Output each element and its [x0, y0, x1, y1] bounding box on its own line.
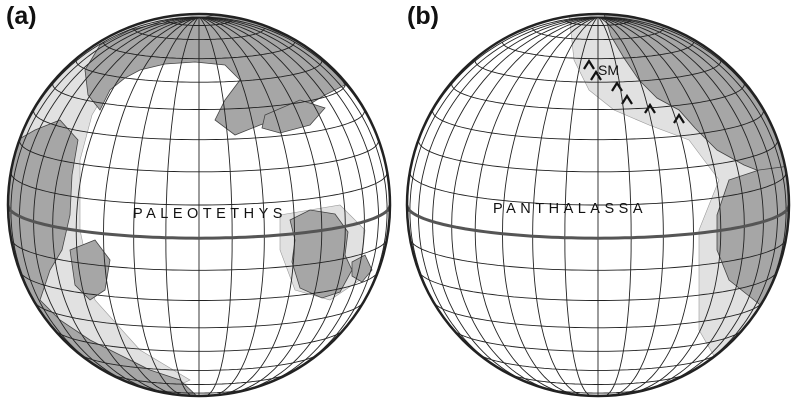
- parallel-line: [502, 42, 694, 60]
- meridian-line: [597, 16, 764, 390]
- globe-b-rim: [405, 12, 791, 398]
- globe-a-rim: [6, 12, 392, 398]
- arc-marker: [621, 93, 633, 105]
- meridian-line: [597, 16, 778, 380]
- meridian-line: [597, 16, 664, 396]
- parallel-line: [432, 110, 764, 141]
- parallel-line: [451, 84, 745, 110]
- meridian-line: [418, 16, 599, 380]
- meridian-line: [198, 16, 365, 390]
- volcanic-arc: [583, 58, 685, 124]
- meridian-line: [198, 16, 265, 396]
- landmass-west-sliver: [69, 239, 111, 301]
- parallel-line: [10, 172, 388, 206]
- parallel-line: [10, 238, 388, 271]
- parallel-line: [34, 301, 364, 329]
- meridian-line: [597, 16, 745, 394]
- meridian-line: [532, 16, 599, 396]
- parallel-line: [165, 19, 233, 26]
- feature-label-sm: SM: [598, 62, 619, 78]
- ocean-label-paleotethys: PALEOTETHYS: [133, 206, 287, 222]
- meridian-line: [133, 16, 200, 396]
- parallel-line: [505, 372, 691, 385]
- parallel-line: [52, 84, 346, 110]
- ocean-label-panthalassa: PANTHALASSA: [493, 201, 647, 217]
- parallel-line: [409, 172, 787, 206]
- panel-b-label: (b): [407, 2, 439, 30]
- meridian-line: [198, 16, 346, 394]
- parallel-line: [75, 60, 323, 83]
- equator-line: [8, 204, 390, 240]
- parallel-line: [564, 19, 632, 26]
- parallel-line: [452, 329, 744, 352]
- graticule-a: [8, 16, 390, 396]
- parallel-line: [409, 238, 787, 271]
- parallel-line: [19, 271, 379, 301]
- parallel-line: [418, 271, 778, 301]
- panel-a-label: (a): [6, 2, 37, 30]
- meridian-line: [33, 16, 200, 390]
- landmass-north-island: [261, 99, 326, 134]
- meridian-line: [19, 16, 200, 380]
- meridian-line: [597, 16, 632, 396]
- equator-line: [407, 204, 789, 240]
- meridian-line: [451, 16, 599, 394]
- parallel-line: [133, 28, 265, 41]
- parallel-line: [474, 60, 722, 83]
- parallel-line: [532, 28, 664, 41]
- arc-marker: [673, 112, 685, 124]
- parallel-line: [106, 372, 292, 385]
- arc-marker: [583, 58, 595, 70]
- parallel-line: [418, 140, 778, 173]
- parallel-line: [103, 42, 295, 60]
- parallel-line: [78, 353, 320, 371]
- parallel-line: [33, 110, 365, 141]
- meridian-line: [165, 16, 200, 396]
- globe-b: SM PANTHALASSA: [405, 12, 791, 398]
- meridian-line: [198, 16, 233, 396]
- parallel-line: [477, 353, 719, 371]
- arc-marker: [644, 102, 656, 114]
- meridian-line: [564, 16, 599, 396]
- arc-marker: [590, 69, 602, 81]
- meridian-line: [52, 16, 200, 394]
- meridian-line: [432, 16, 599, 390]
- globe-a: PALEOTETHYS: [6, 12, 392, 398]
- parallel-line: [433, 301, 763, 329]
- parallel-line: [19, 140, 379, 173]
- meridian-line: [198, 16, 379, 380]
- parallel-line: [53, 329, 345, 352]
